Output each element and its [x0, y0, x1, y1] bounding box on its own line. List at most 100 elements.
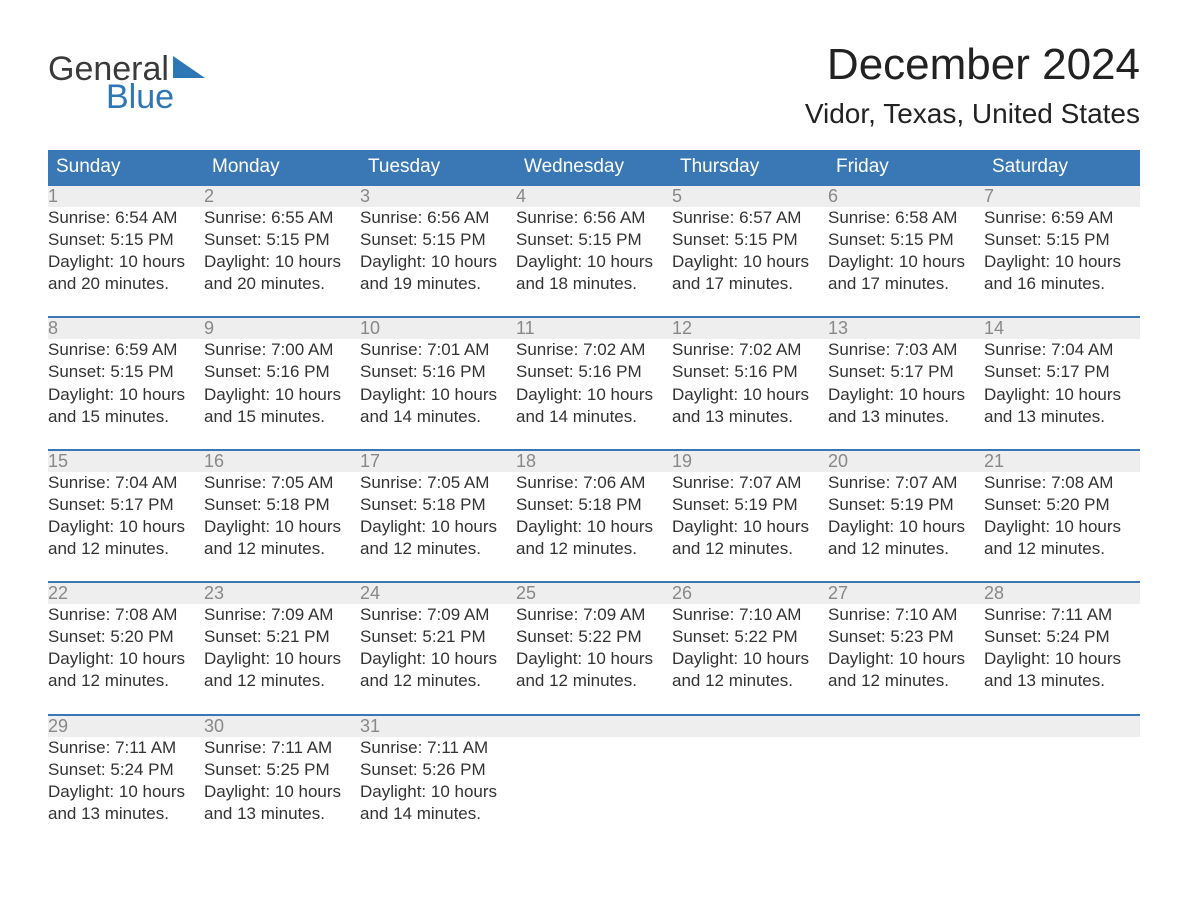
day-number: 20	[828, 450, 984, 472]
day-data-cell: Sunrise: 7:08 AMSunset: 5:20 PMDaylight:…	[48, 604, 204, 692]
day-header: Sunday	[48, 150, 204, 185]
daylight-line2: and 12 minutes.	[48, 538, 204, 560]
sunrise-line: Sunrise: 6:57 AM	[672, 207, 828, 229]
sunset-line: Sunset: 5:15 PM	[672, 229, 828, 251]
day-data-cell: Sunrise: 7:11 AMSunset: 5:25 PMDaylight:…	[204, 737, 360, 825]
week-spacer	[48, 693, 1140, 715]
sunrise-line: Sunrise: 7:06 AM	[516, 472, 672, 494]
day-number-row: 1234567	[48, 185, 1140, 207]
day-number	[516, 715, 672, 737]
daylight-line2: and 14 minutes.	[516, 406, 672, 428]
daylight-line2: and 19 minutes.	[360, 273, 516, 295]
daylight-line1: Daylight: 10 hours	[828, 384, 984, 406]
sunrise-line: Sunrise: 7:10 AM	[828, 604, 984, 626]
day-number: 9	[204, 317, 360, 339]
sunrise-line: Sunrise: 7:07 AM	[672, 472, 828, 494]
daylight-line2: and 18 minutes.	[516, 273, 672, 295]
daylight-line1: Daylight: 10 hours	[360, 648, 516, 670]
daylight-line2: and 12 minutes.	[516, 538, 672, 560]
sunrise-line: Sunrise: 7:08 AM	[984, 472, 1140, 494]
daylight-line1: Daylight: 10 hours	[360, 516, 516, 538]
sunset-line: Sunset: 5:16 PM	[672, 361, 828, 383]
sunset-line: Sunset: 5:21 PM	[204, 626, 360, 648]
day-number-row: 22232425262728	[48, 582, 1140, 604]
day-number: 2	[204, 185, 360, 207]
day-data-cell: Sunrise: 7:09 AMSunset: 5:21 PMDaylight:…	[204, 604, 360, 692]
daylight-line1: Daylight: 10 hours	[672, 384, 828, 406]
day-data-cell: Sunrise: 7:10 AMSunset: 5:23 PMDaylight:…	[828, 604, 984, 692]
daylight-line1: Daylight: 10 hours	[672, 648, 828, 670]
sunset-line: Sunset: 5:20 PM	[984, 494, 1140, 516]
day-data-cell: Sunrise: 7:05 AMSunset: 5:18 PMDaylight:…	[360, 472, 516, 560]
day-data-cell: Sunrise: 7:03 AMSunset: 5:17 PMDaylight:…	[828, 339, 984, 427]
daylight-line2: and 12 minutes.	[204, 538, 360, 560]
sunrise-line: Sunrise: 6:59 AM	[984, 207, 1140, 229]
sunset-line: Sunset: 5:22 PM	[516, 626, 672, 648]
day-number: 7	[984, 185, 1140, 207]
daylight-line2: and 12 minutes.	[516, 670, 672, 692]
sunrise-line: Sunrise: 6:58 AM	[828, 207, 984, 229]
sunrise-line: Sunrise: 7:11 AM	[204, 737, 360, 759]
daylight-line2: and 20 minutes.	[204, 273, 360, 295]
sunrise-line: Sunrise: 7:11 AM	[984, 604, 1140, 626]
daylight-line2: and 13 minutes.	[828, 406, 984, 428]
day-data-cell	[516, 737, 672, 825]
day-header: Thursday	[672, 150, 828, 185]
calendar-head: SundayMondayTuesdayWednesdayThursdayFrid…	[48, 150, 1140, 185]
day-data-cell	[828, 737, 984, 825]
daylight-line2: and 12 minutes.	[672, 538, 828, 560]
day-number: 16	[204, 450, 360, 472]
day-number: 1	[48, 185, 204, 207]
day-number: 19	[672, 450, 828, 472]
day-header: Saturday	[984, 150, 1140, 185]
day-number: 8	[48, 317, 204, 339]
sunrise-line: Sunrise: 7:02 AM	[516, 339, 672, 361]
sunrise-line: Sunrise: 6:59 AM	[48, 339, 204, 361]
sunrise-line: Sunrise: 7:07 AM	[828, 472, 984, 494]
day-data-cell: Sunrise: 7:02 AMSunset: 5:16 PMDaylight:…	[516, 339, 672, 427]
day-data-row: Sunrise: 6:59 AMSunset: 5:15 PMDaylight:…	[48, 339, 1140, 427]
day-data-cell: Sunrise: 7:09 AMSunset: 5:22 PMDaylight:…	[516, 604, 672, 692]
day-data-cell: Sunrise: 6:55 AMSunset: 5:15 PMDaylight:…	[204, 207, 360, 295]
week-spacer	[48, 428, 1140, 450]
day-data-cell: Sunrise: 6:58 AMSunset: 5:15 PMDaylight:…	[828, 207, 984, 295]
daylight-line1: Daylight: 10 hours	[828, 251, 984, 273]
header-row: General Blue December 2024 Vidor, Texas,…	[48, 40, 1140, 130]
daylight-line1: Daylight: 10 hours	[984, 384, 1140, 406]
day-data-row: Sunrise: 6:54 AMSunset: 5:15 PMDaylight:…	[48, 207, 1140, 295]
daylight-line2: and 12 minutes.	[828, 538, 984, 560]
daylight-line2: and 12 minutes.	[828, 670, 984, 692]
daylight-line1: Daylight: 10 hours	[48, 648, 204, 670]
daylight-line2: and 16 minutes.	[984, 273, 1140, 295]
day-data-cell: Sunrise: 7:07 AMSunset: 5:19 PMDaylight:…	[828, 472, 984, 560]
day-data-cell: Sunrise: 6:59 AMSunset: 5:15 PMDaylight:…	[984, 207, 1140, 295]
day-number: 10	[360, 317, 516, 339]
day-number: 18	[516, 450, 672, 472]
day-header: Wednesday	[516, 150, 672, 185]
daylight-line1: Daylight: 10 hours	[204, 648, 360, 670]
day-number: 17	[360, 450, 516, 472]
sunset-line: Sunset: 5:15 PM	[828, 229, 984, 251]
day-number: 27	[828, 582, 984, 604]
sunset-line: Sunset: 5:15 PM	[984, 229, 1140, 251]
day-number: 15	[48, 450, 204, 472]
day-number: 29	[48, 715, 204, 737]
week-spacer	[48, 560, 1140, 582]
day-number-row: 15161718192021	[48, 450, 1140, 472]
daylight-line1: Daylight: 10 hours	[984, 648, 1140, 670]
day-data-row: Sunrise: 7:04 AMSunset: 5:17 PMDaylight:…	[48, 472, 1140, 560]
calendar-body: 1234567Sunrise: 6:54 AMSunset: 5:15 PMDa…	[48, 185, 1140, 825]
sunset-line: Sunset: 5:23 PM	[828, 626, 984, 648]
daylight-line1: Daylight: 10 hours	[360, 251, 516, 273]
daylight-line2: and 12 minutes.	[672, 670, 828, 692]
day-data-cell: Sunrise: 7:07 AMSunset: 5:19 PMDaylight:…	[672, 472, 828, 560]
day-data-cell: Sunrise: 7:04 AMSunset: 5:17 PMDaylight:…	[48, 472, 204, 560]
day-number	[984, 715, 1140, 737]
sunset-line: Sunset: 5:20 PM	[48, 626, 204, 648]
daylight-line2: and 12 minutes.	[48, 670, 204, 692]
daylight-line1: Daylight: 10 hours	[48, 384, 204, 406]
sunrise-line: Sunrise: 7:01 AM	[360, 339, 516, 361]
sunset-line: Sunset: 5:22 PM	[672, 626, 828, 648]
daylight-line2: and 14 minutes.	[360, 406, 516, 428]
day-number: 24	[360, 582, 516, 604]
